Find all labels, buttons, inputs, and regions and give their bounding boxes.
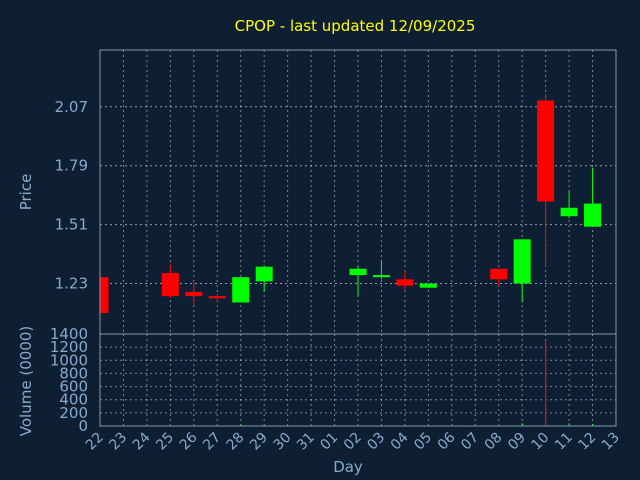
day-tick-label: 08: [482, 430, 506, 454]
day-tick-label: 26: [177, 429, 201, 453]
day-tick-label: 04: [388, 429, 412, 453]
candle-body: [232, 277, 250, 303]
candle-body: [372, 275, 390, 278]
volume-tick-label: 0: [78, 417, 88, 435]
volume-tick-label: 1400: [50, 325, 88, 343]
candle-body: [185, 291, 203, 297]
volume-axis-label: Volume (0000): [17, 326, 35, 436]
price-tick-label: 1.79: [55, 157, 88, 175]
day-tick-label: 27: [200, 430, 224, 454]
candle-body: [161, 272, 179, 297]
day-tick-label: 07: [458, 430, 482, 454]
candle-body: [349, 268, 367, 276]
volume-tick-label: 200: [59, 404, 88, 422]
candle-body: [419, 283, 437, 288]
price-tick-label: 1.51: [55, 216, 88, 234]
price-tick-label: 1.23: [55, 275, 88, 293]
day-tick-labels: 22 23 24 25 26 27 28 29 30 31 01 02 03 04 05 06 07 08 09 10…: [83, 429, 623, 453]
day-tick-label: 02: [341, 430, 365, 454]
day-tick-label: 31: [294, 430, 318, 454]
day-tick-label: 25: [153, 430, 177, 454]
day-tick-label: 01: [317, 430, 341, 454]
candle-body: [560, 207, 578, 217]
candlestick-series: [99, 94, 602, 313]
day-tick-label: 29: [247, 430, 271, 454]
day-tick-label: 23: [106, 430, 130, 454]
volume-tick-label: 600: [59, 378, 88, 396]
day-tick-label: 10: [529, 430, 553, 454]
price-tick-label: 2.07: [55, 98, 88, 116]
volume-plot-frame: [99, 333, 617, 427]
candle-body: [584, 203, 602, 227]
day-axis-label: Day: [333, 458, 363, 476]
candle-body: [490, 268, 508, 280]
day-tick-label: 28: [224, 430, 248, 454]
day-tick-label: 11: [552, 430, 576, 454]
day-tick-label: 12: [575, 430, 599, 454]
candle-body: [208, 296, 226, 299]
day-tick-label: 03: [364, 430, 388, 454]
day-tick-label: 06: [435, 429, 459, 453]
volume-tick-label: 1200: [50, 338, 88, 356]
day-tick-label: 13: [599, 430, 623, 454]
price-tick-labels: 1.23 1.51 1.79 2.07: [55, 98, 88, 293]
candle-body: [100, 277, 109, 313]
candle-body: [255, 266, 273, 282]
day-tick-label: 09: [505, 430, 529, 454]
day-tick-label: 24: [130, 429, 154, 453]
volume-tick-label: 800: [59, 364, 88, 382]
candle-body: [537, 100, 555, 202]
volume-tick-label: 1000: [50, 351, 88, 369]
volume-gridlines: [99, 333, 617, 427]
day-tick-label: 05: [411, 430, 435, 454]
day-tick-label: 30: [271, 430, 295, 454]
volume-tick-label: 400: [59, 391, 88, 409]
chart-title: CPOP - last updated 12/09/2025: [235, 17, 476, 35]
price-axis-label: Price: [17, 174, 35, 211]
candle-body: [513, 239, 531, 284]
candle-body: [396, 279, 414, 286]
